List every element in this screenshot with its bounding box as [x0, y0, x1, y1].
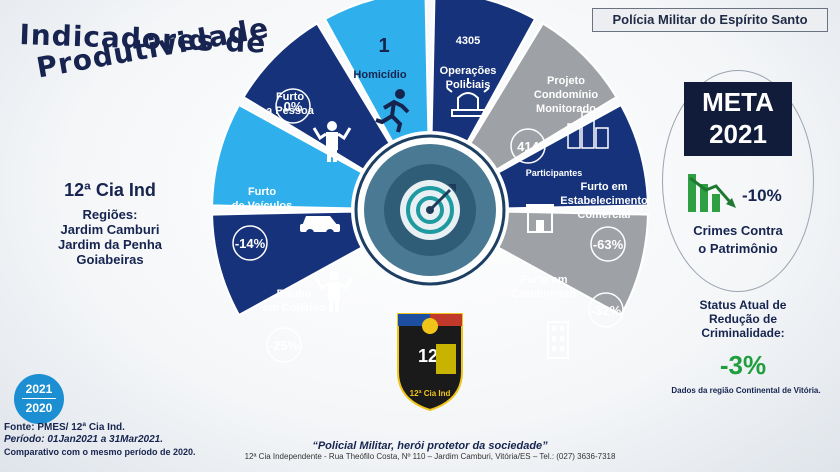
value-circle: [266, 327, 302, 363]
year-current: 2021: [25, 382, 53, 396]
segment-value: -25%: [269, 338, 300, 353]
chart-down-icon: [688, 174, 736, 212]
segment-label: Roubo: [277, 288, 312, 300]
meta-label: META: [702, 87, 774, 117]
segment-label: Comercial: [577, 209, 630, 221]
buildings-icon: [567, 111, 609, 149]
value-circle: [275, 88, 311, 124]
badge-caption: 12ª Cia Ind: [410, 389, 451, 398]
year-previous: 2020: [25, 401, 53, 415]
segment-value: 4305: [456, 35, 480, 47]
comparison-text: Comparativo com o mesmo período de 2020.: [4, 447, 196, 457]
region-item: Jardim Camburi: [60, 222, 160, 237]
segment-label: de Veículos: [232, 200, 293, 212]
segment-label: Projeto: [547, 75, 585, 87]
segment-furto-comercial: [496, 103, 649, 210]
segment-label: Policiais: [446, 79, 491, 91]
source-text: Fonte: PMES/ 12ª Cia Ind.: [4, 422, 125, 433]
segment-value: 1: [378, 35, 389, 57]
period-text: Período: 01Jan2021 a 31Mar2021.: [4, 434, 163, 445]
segment-label: Condomínio: [534, 89, 598, 101]
unit-name: 12ª Cia Ind: [64, 180, 156, 200]
segment-label: Furto: [276, 91, 304, 103]
value-circle: [588, 292, 624, 328]
status-line3: Criminalidade:: [701, 326, 785, 340]
crown-icon: [422, 318, 438, 334]
segment-furto-pessoa: [242, 22, 391, 171]
status-value: -3%: [719, 350, 767, 380]
segment-label: Furto em: [520, 274, 567, 286]
segment-roubo-coletivo: [211, 210, 364, 317]
segment-label: Furto: [248, 186, 276, 198]
years-badge: 2021 2020: [14, 374, 64, 424]
organization-header: Polícia Militar do Espírito Santo: [592, 8, 828, 32]
footer-source: Fonte: PMES/ 12ª Cia Ind. Período: 01Jan…: [4, 422, 196, 458]
year-divider: [22, 398, 56, 399]
segment-projeto-condominio: [469, 22, 618, 171]
segment-label: Condomínio: [512, 288, 576, 300]
region-item: Jardim da Penha: [57, 237, 163, 252]
person-shrug-icon: [314, 271, 354, 312]
unit-info: 12ª Cia Ind Regiões: Jardim Camburi Jard…: [30, 180, 190, 267]
meta-oval: [662, 70, 814, 292]
segment-value: -14%: [235, 236, 266, 251]
store-icon: [526, 204, 554, 233]
meta-description-line1: Crimes Contra: [693, 223, 783, 238]
segment-furto-veiculos: [211, 103, 364, 210]
segment-value: 414: [517, 139, 539, 154]
value-circle: [232, 225, 268, 261]
regions-label: Regiões:: [82, 207, 138, 222]
segment-label: Furto em: [580, 181, 627, 193]
building-icon: [547, 321, 569, 359]
meta-description: Crimes Contra o Patrimônio: [674, 222, 802, 258]
target-arrow-icon: [400, 180, 460, 240]
segment-label: Estabelecimento: [560, 195, 648, 207]
segment-label: em Coletivo: [263, 302, 326, 314]
meta-box: META 2021: [684, 82, 792, 156]
unit-badge: 12 12ª Cia Ind: [397, 313, 463, 412]
value-circle: [590, 226, 626, 262]
status-line2: Redução de: [708, 312, 777, 326]
address: 12ª Cia Independente - Rua Theófilo Cost…: [244, 452, 616, 461]
segment-value: -63%: [593, 237, 624, 252]
status-line1: Status Atual de: [699, 298, 787, 312]
slogan: “Policial Militar, herói protetor da soc…: [312, 440, 548, 452]
segment-extra: Participantes: [526, 168, 583, 178]
segment-value: 0%: [284, 99, 303, 114]
running-person-icon: [375, 89, 410, 133]
meta-description-line2: o Patrimônio: [698, 241, 778, 256]
badge-number: 12: [418, 346, 438, 366]
status-note: Dados da região Continental de Vitória.: [671, 386, 821, 395]
status-label: Status Atual de Redução de Criminalidade…: [668, 298, 818, 340]
region-item: Goiabeiras: [76, 252, 144, 267]
segment-label: Monitorado: [536, 103, 596, 115]
segment-value: -32%: [591, 303, 622, 318]
value-circle: [510, 128, 546, 164]
segment-label: Operações: [440, 65, 497, 77]
car-icon: [300, 216, 340, 237]
segment-label: Homicídio: [353, 69, 406, 81]
police-siren-icon: [446, 78, 490, 117]
person-shrug-icon: [312, 121, 352, 162]
meta-year: 2021: [709, 119, 767, 149]
meta-value: -10%: [742, 186, 782, 205]
